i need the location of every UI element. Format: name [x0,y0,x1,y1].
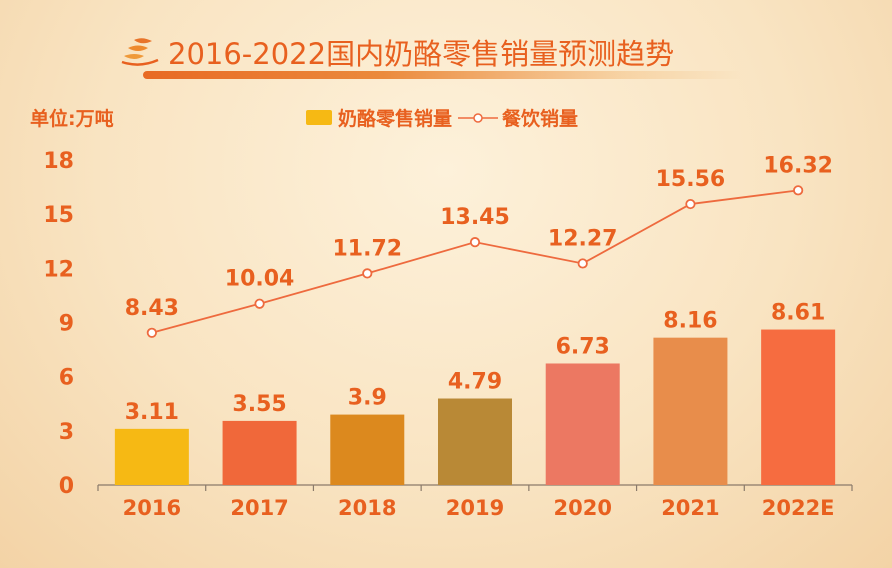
line-value-label: 15.56 [656,167,726,192]
y-tick-label: 12 [43,257,74,282]
chart-title-area: 2016-2022国内奶酪零售销量预测趋势 [120,30,674,74]
bar-2022E [761,329,836,485]
line-point-2020 [577,258,588,269]
bar-value-label: 3.11 [125,400,179,425]
bar-value-label: 3.9 [348,386,387,411]
bar-2019 [438,398,512,485]
line-point-2021 [685,198,696,210]
line-value-label: 12.27 [548,226,618,251]
y-tick-label: 18 [43,149,74,174]
line-point-2019 [469,237,481,248]
legend-line-marker-icon [458,112,499,123]
line-value-label: 10.04 [225,267,295,292]
line-value-label: 13.45 [440,205,510,230]
line-point-2016 [146,327,157,338]
bar-value-label: 6.73 [556,334,610,359]
y-tick-label: 0 [59,474,74,499]
unit-label: 单位:万吨 [30,108,114,130]
x-tick-label: 2021 [661,496,719,520]
x-tick-label: 2017 [230,496,288,520]
line-point-2017 [254,298,265,309]
bar-2020 [545,363,620,485]
bar-2017 [222,420,297,485]
y-tick-label: 6 [59,366,74,391]
bar-2018 [330,414,405,485]
x-tick-label: 2016 [123,496,181,520]
x-tick-label: 2020 [553,496,611,520]
legend-bar-swatch [306,110,332,125]
chart-title: 2016-2022国内奶酪零售销量预测趋势 [168,37,675,71]
wheat-logo-icon [121,38,159,66]
bar-value-label: 3.55 [232,392,286,417]
y-tick-label: 15 [43,203,74,228]
x-tick-label: 2018 [338,496,396,520]
y-tick-label: 9 [59,312,74,337]
line-value-label: 8.43 [125,296,179,321]
bar-2016 [114,428,189,485]
bar-2021 [653,337,728,485]
line-value-label: 16.32 [763,153,833,178]
title-underline [143,71,743,79]
y-tick-label: 3 [59,420,74,445]
legend-bar-label: 奶酪零售销量 [338,108,453,130]
bar-value-label: 8.16 [663,309,717,334]
chart-legend: 奶酪零售销量 餐饮销量 [306,104,578,131]
legend-line-label: 餐饮销量 [502,108,579,130]
bar-value-label: 8.61 [771,301,825,326]
line-point-2022E [793,185,804,196]
x-tick-label: 2022E [762,496,835,520]
x-tick-label: 2019 [446,496,504,520]
line-value-label: 11.72 [332,236,402,261]
line-point-2018 [362,268,373,279]
bar-value-label: 4.79 [448,370,502,395]
